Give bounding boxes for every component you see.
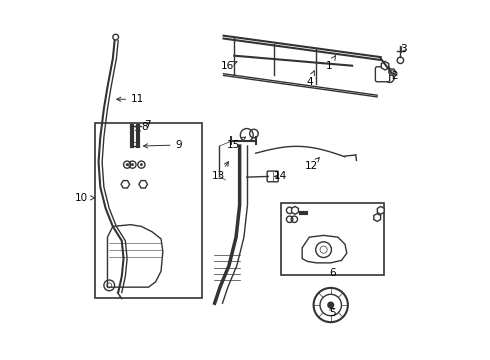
Polygon shape (302, 235, 347, 263)
Text: 2: 2 (392, 71, 398, 81)
Circle shape (131, 163, 134, 166)
Text: 10: 10 (75, 193, 95, 203)
FancyBboxPatch shape (375, 67, 390, 82)
Text: 13: 13 (212, 162, 228, 181)
Text: 1: 1 (326, 55, 336, 71)
FancyBboxPatch shape (281, 203, 384, 275)
Text: 3: 3 (401, 44, 407, 54)
Text: 9: 9 (144, 140, 182, 150)
Circle shape (327, 301, 334, 309)
Text: 5: 5 (329, 305, 336, 318)
Text: 6: 6 (329, 268, 336, 278)
Text: 16: 16 (220, 61, 237, 71)
Text: 7: 7 (145, 120, 151, 130)
Text: 12: 12 (304, 158, 319, 171)
Text: 8: 8 (136, 122, 148, 132)
FancyBboxPatch shape (267, 171, 278, 182)
Text: 15: 15 (227, 137, 245, 150)
Circle shape (126, 163, 128, 166)
Circle shape (140, 163, 143, 166)
Polygon shape (107, 225, 163, 287)
Text: 4: 4 (306, 71, 315, 87)
Text: 11: 11 (117, 94, 145, 104)
Text: 14: 14 (273, 171, 287, 181)
FancyBboxPatch shape (95, 123, 202, 298)
